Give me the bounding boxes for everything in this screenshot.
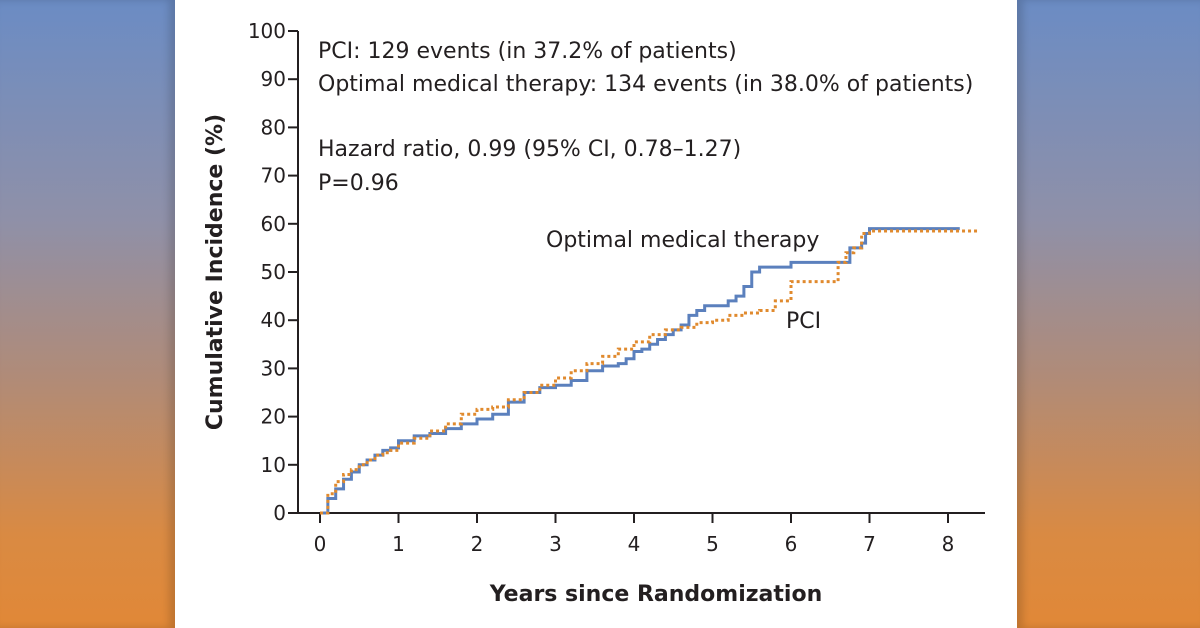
- y-tick-label: 70: [261, 164, 286, 188]
- y-tick-label: 90: [261, 67, 286, 91]
- pci-series-label: PCI: [786, 309, 821, 334]
- y-tick-label: 0: [273, 501, 286, 525]
- left-gradient-border: [0, 0, 175, 628]
- x-tick-label: 6: [785, 532, 798, 556]
- x-tick-label: 7: [863, 532, 876, 556]
- x-axis-title: Years since Randomization: [489, 582, 822, 607]
- chart-panel: [175, 0, 1017, 628]
- x-tick-label: 1: [392, 532, 405, 556]
- y-tick-label: 30: [261, 356, 286, 380]
- x-tick-label: 0: [314, 532, 327, 556]
- y-tick-label: 100: [248, 19, 286, 43]
- y-axis-title: Cumulative Incidence (%): [203, 114, 228, 430]
- omt-series-label: Optimal medical therapy: [546, 228, 819, 253]
- optimal-medical-therapy-curve: [320, 227, 960, 515]
- y-tick-label: 50: [261, 260, 286, 284]
- y-tick-group: 0 10 20 30 40 50 60 70 80 90 100: [248, 19, 298, 525]
- y-tick-label: 20: [261, 405, 286, 429]
- x-tick-label: 3: [549, 532, 562, 556]
- x-tick-label: 8: [942, 532, 955, 556]
- right-gradient-border: [1017, 0, 1200, 628]
- series-group: [320, 227, 980, 515]
- pci-events-annotation: PCI: 129 events (in 37.2% of patients): [318, 39, 737, 64]
- y-tick-label: 80: [261, 115, 286, 139]
- hazard-ratio-annotation: Hazard ratio, 0.99 (95% CI, 0.78–1.27): [318, 137, 741, 162]
- y-tick-label: 40: [261, 308, 286, 332]
- x-tick-label: 5: [706, 532, 719, 556]
- x-tick-group: 0 1 2 3 4 5 6 7 8: [314, 513, 955, 556]
- y-tick-label: 10: [261, 453, 286, 477]
- x-tick-label: 2: [471, 532, 484, 556]
- pci-curve: [320, 229, 980, 515]
- x-tick-label: 4: [628, 532, 641, 556]
- p-value-annotation: P=0.96: [318, 171, 399, 196]
- omt-events-annotation: Optimal medical therapy: 134 events (in …: [318, 72, 973, 97]
- y-tick-label: 60: [261, 212, 286, 236]
